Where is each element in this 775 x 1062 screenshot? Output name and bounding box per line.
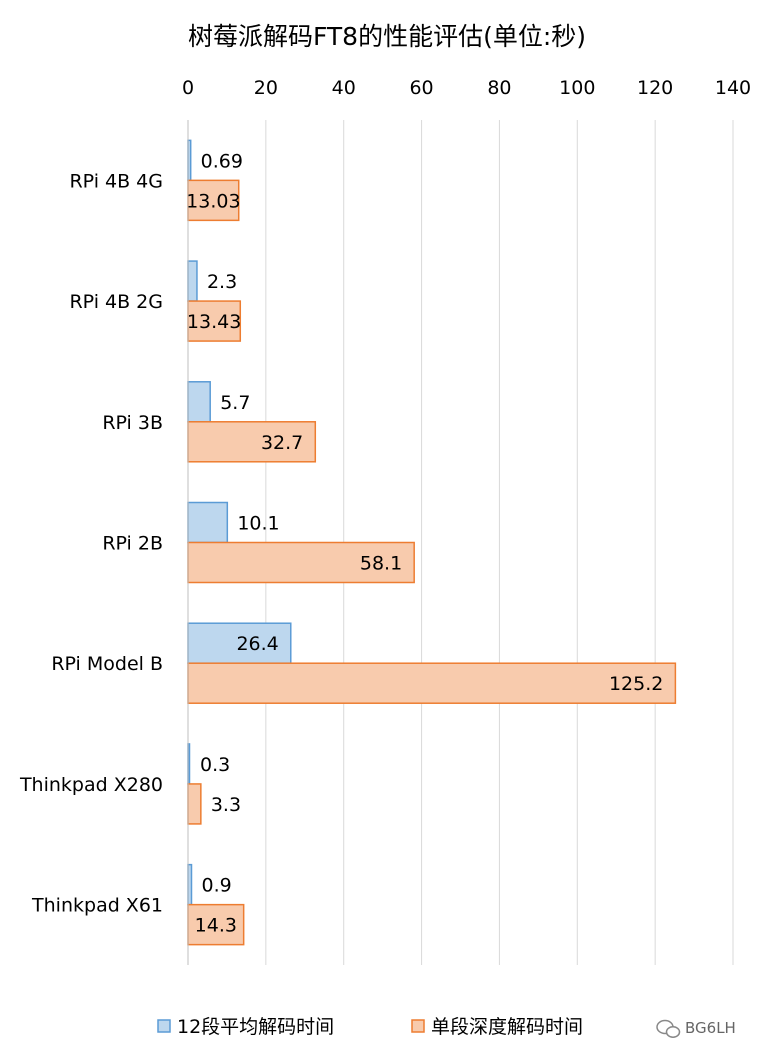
watermark: BG6LH [656,1019,736,1038]
category-labels: RPi 4B 4G RPi 4B 2G RPi 3B RPi 2B RPi Model … [19,170,163,916]
bar [187,903,245,946]
x-tick-label: 80 [487,77,511,99]
category-label: RPi 4B 2G [69,291,163,313]
x-tick-label: 60 [409,77,433,99]
x-tick-label: 100 [559,77,595,99]
data-label: 32.7 [261,432,303,454]
data-label: 10.1 [237,513,279,535]
data-label: 13.43 [187,311,241,333]
data-label: 0.3 [200,754,230,776]
bar [187,662,677,704]
watermark-text: BG6LH [685,1019,736,1037]
wechat-icon [656,1019,681,1038]
legend-swatch [411,1019,425,1033]
data-labels: 0.69 13.03 2.3 13.43 5.7 32.7 10.1 58.1 26.4 125.… [186,150,663,936]
x-axis-ticks: 0 20 40 60 80 100 120 140 [182,77,751,99]
bar [187,501,229,544]
legend-label: 单段深度解码时间 [431,1016,583,1038]
bar [187,863,193,906]
data-label: 58.1 [360,553,402,575]
bars [187,139,677,946]
data-label: 2.3 [207,271,237,293]
x-tick-label: 120 [637,77,673,99]
data-label: 13.03 [186,190,240,212]
category-label: Thinkpad X280 [19,774,163,796]
bar [187,179,240,222]
legend-swatch [157,1019,171,1033]
data-label: 14.3 [195,915,237,937]
x-tick-label: 0 [182,77,194,99]
bar [187,260,198,302]
data-label: 125.2 [609,673,663,695]
data-label: 0.9 [202,875,232,897]
x-tick-label: 140 [715,77,751,99]
data-label: 3.3 [211,794,241,816]
bar [187,381,211,423]
bar [187,300,242,342]
data-label: 26.4 [236,633,278,655]
bar [187,421,317,463]
category-label: Thinkpad X61 [31,895,163,917]
category-label: RPi Model B [51,653,163,675]
data-label: 0.69 [201,150,243,172]
category-label: RPi 3B [102,412,163,434]
gridlines [265,120,734,965]
legend: 12段平均解码时间 单段深度解码时间 [157,1016,583,1038]
legend-label: 12段平均解码时间 [177,1016,334,1038]
category-label: RPi 4B 4G [69,170,163,192]
data-label: 5.7 [220,392,250,414]
x-tick-label: 40 [332,77,356,99]
chart-title: 树莓派解码FT8的性能评估(单位:秒) [188,22,586,51]
bar [187,783,202,825]
category-label: RPi 2B [102,533,163,555]
x-tick-label: 20 [254,77,278,99]
